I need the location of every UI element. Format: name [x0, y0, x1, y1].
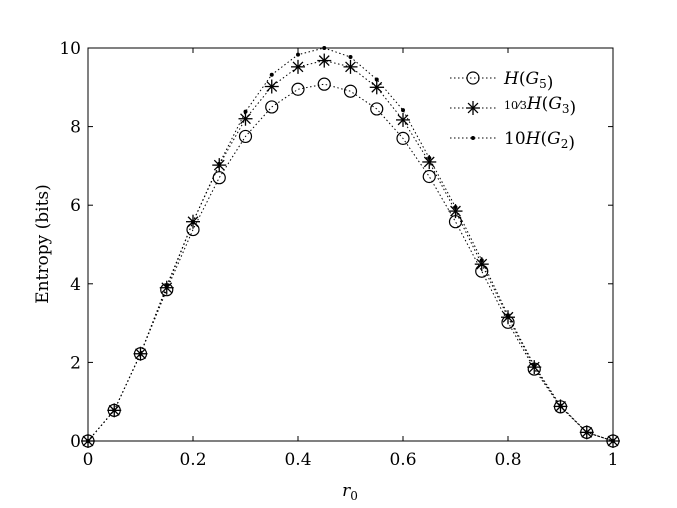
legend: H(G5)10⁄3H(G3) 10H(G2): [450, 69, 576, 153]
data-point-circle: [396, 131, 410, 145]
data-point-circle: [265, 100, 279, 114]
series-line-1: [87, 60, 614, 442]
x-tick-label: 0.2: [179, 450, 206, 470]
data-point-dot: [506, 313, 510, 318]
data-point-circle: [291, 82, 305, 96]
data-point-dot: [112, 408, 117, 413]
x-tick-label: 0.8: [494, 450, 521, 470]
legend-label: 10⁄3H(G3): [504, 94, 576, 118]
y-tick-label: 6: [70, 196, 81, 216]
data-point-circle: [212, 171, 226, 185]
y-axis-label-group: Entropy (bits): [33, 184, 53, 304]
data-point-asterisk: [264, 79, 279, 94]
data-point-dot: [584, 430, 589, 435]
legend-entry: 10H(G2): [450, 129, 575, 153]
data-point-dot: [217, 161, 222, 166]
data-point-asterisk: [238, 111, 253, 126]
x-tick-label: 0.4: [284, 450, 311, 470]
x-tick-label: 1: [608, 450, 619, 470]
x-tick-label: 0.6: [389, 450, 416, 470]
x-axis-label: r0: [342, 481, 358, 503]
data-point-circle: [238, 129, 253, 144]
y-axis-label: Entropy (bits): [33, 184, 53, 304]
plot-area: [87, 47, 614, 442]
y-tick-label: 2: [70, 353, 81, 373]
data-point-dot: [374, 77, 379, 82]
data-point-dot: [611, 439, 615, 443]
data-point-dot: [164, 283, 169, 288]
x-tick-label: 0: [83, 450, 94, 470]
data-point-circle: [317, 77, 331, 91]
data-point-dot: [191, 219, 195, 224]
data-point-asterisk: [369, 80, 384, 95]
data-point-dot: [453, 205, 458, 210]
data-point-circle: [343, 84, 358, 98]
data-point-asterisk: [343, 59, 358, 74]
legend-marker: [466, 71, 480, 85]
data-point-dot: [269, 72, 274, 77]
data-point-dot: [348, 55, 353, 60]
data-point-dot: [296, 52, 300, 57]
legend-entry: 10⁄3H(G3): [450, 94, 576, 118]
data-point-dot: [558, 403, 563, 408]
y-tick-label: 10: [59, 39, 81, 59]
data-point-dot: [427, 156, 432, 161]
data-point-asterisk: [291, 59, 305, 74]
y-tick-label: 4: [70, 275, 81, 295]
data-point-dot: [138, 351, 143, 356]
data-point-circle: [422, 169, 436, 184]
data-point-dot: [532, 363, 537, 368]
data-point-dot: [401, 108, 405, 113]
legend-label: H(G5): [503, 69, 553, 93]
data-point-dot: [243, 109, 248, 114]
legend-entry: H(G5): [450, 69, 553, 93]
data-point-circle: [370, 102, 384, 116]
data-point-dot: [479, 258, 484, 263]
data-point-asterisk: [317, 53, 332, 68]
series-line-0: [87, 83, 614, 442]
y-tick-label: 8: [70, 118, 81, 138]
legend-marker: [471, 136, 475, 140]
legend-label: 10H(G2): [504, 129, 575, 153]
legend-marker: [466, 101, 480, 115]
y-tick-label: 0: [70, 432, 81, 452]
data-point-dot: [322, 46, 327, 50]
series-markers: [81, 46, 620, 448]
data-point-dot: [86, 439, 90, 443]
data-point-asterisk: [396, 112, 410, 127]
